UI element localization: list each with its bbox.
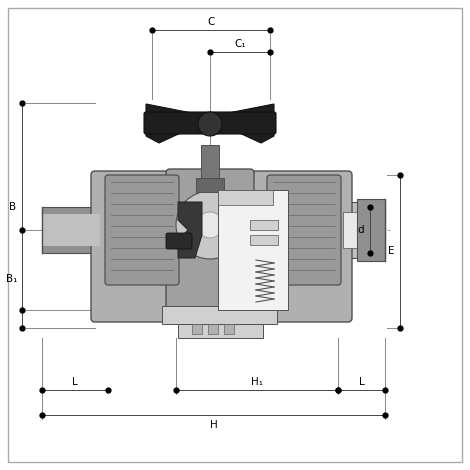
Text: E: E xyxy=(388,246,394,257)
Circle shape xyxy=(198,112,222,136)
FancyBboxPatch shape xyxy=(105,175,179,285)
FancyBboxPatch shape xyxy=(144,112,276,134)
Bar xyxy=(201,145,219,183)
Bar xyxy=(224,324,234,334)
Text: L: L xyxy=(72,377,78,387)
Polygon shape xyxy=(146,104,202,143)
Bar xyxy=(250,220,278,230)
Polygon shape xyxy=(178,202,202,258)
Text: B: B xyxy=(9,202,16,212)
Bar xyxy=(250,235,278,245)
Bar xyxy=(357,199,385,261)
FancyBboxPatch shape xyxy=(166,233,192,249)
Bar xyxy=(42,214,100,246)
Bar xyxy=(343,212,385,248)
Text: C: C xyxy=(207,17,215,27)
Text: d: d xyxy=(358,225,364,235)
Bar xyxy=(218,190,273,205)
Bar xyxy=(196,178,224,192)
Bar xyxy=(208,324,218,334)
Bar xyxy=(343,202,385,258)
FancyBboxPatch shape xyxy=(166,169,254,324)
Text: L: L xyxy=(359,377,364,387)
FancyBboxPatch shape xyxy=(91,171,352,322)
Circle shape xyxy=(176,191,244,259)
Polygon shape xyxy=(218,104,274,143)
FancyBboxPatch shape xyxy=(267,175,341,285)
Text: C₁: C₁ xyxy=(234,39,246,49)
Bar xyxy=(162,306,277,324)
Circle shape xyxy=(197,212,223,238)
Text: H₁: H₁ xyxy=(251,377,263,387)
Bar xyxy=(42,207,100,253)
Bar xyxy=(218,190,288,310)
Text: B₁: B₁ xyxy=(6,274,18,284)
Bar xyxy=(178,324,263,338)
Text: H: H xyxy=(210,420,217,430)
Bar xyxy=(192,324,202,334)
